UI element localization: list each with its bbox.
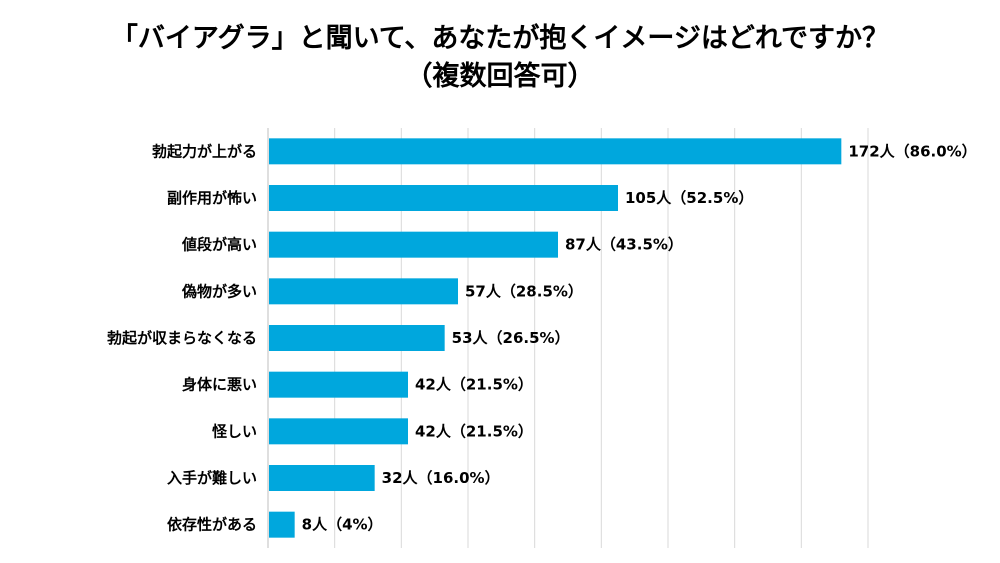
category-label: 偽物が多い [181, 282, 257, 300]
data-label: 42人（21.5%） [415, 376, 533, 394]
bar [269, 138, 842, 165]
bar [269, 231, 558, 258]
bar [269, 511, 295, 538]
category-label: 怪しい [212, 422, 257, 440]
category-label: 勃起力が上がる [152, 142, 257, 160]
bar [269, 418, 408, 445]
bar [269, 371, 408, 398]
category-label: 依存性がある [167, 516, 257, 534]
bar [269, 278, 458, 305]
data-label: 53人（26.5%） [452, 329, 570, 347]
chart-title-line1: 「バイアグラ」と聞いて、あなたが抱くイメージはどれですか？ [110, 23, 890, 54]
data-label: 8人（4%） [302, 516, 383, 534]
data-label: 172人（86.0%） [848, 142, 976, 160]
data-label: 87人（43.5%） [565, 236, 683, 254]
data-label: 105人（52.5%） [625, 189, 753, 207]
chart-title-line2: （複数回答可） [405, 61, 595, 92]
category-label: 勃起が収まらなくなる [107, 329, 257, 347]
category-label: 身体に悪い [182, 376, 257, 394]
bar [269, 465, 375, 491]
data-label: 32人（16.0%） [382, 469, 500, 487]
bar [269, 325, 445, 351]
bar [269, 185, 618, 211]
category-label: 副作用が怖い [167, 189, 257, 207]
category-label: 値段が高い [181, 236, 257, 254]
data-label: 42人（21.5%） [415, 422, 533, 440]
category-label: 入手が難しい [167, 469, 257, 487]
data-label: 57人（28.5%） [465, 282, 583, 300]
